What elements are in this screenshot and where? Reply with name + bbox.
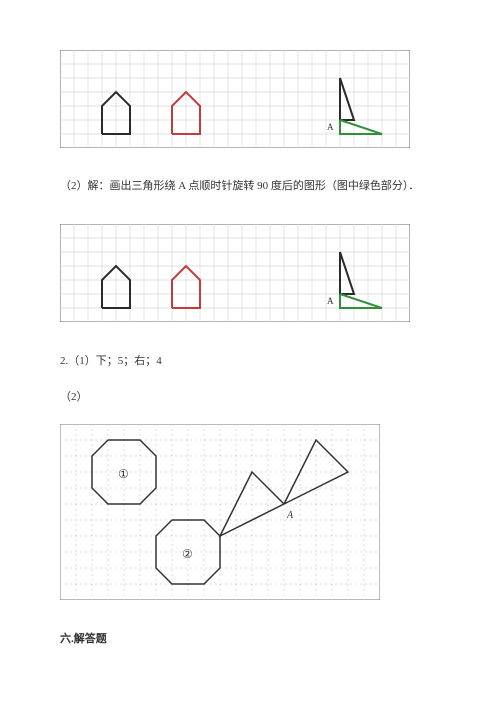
label-a-2: A — [327, 296, 334, 306]
section-heading: 六.解答题 — [60, 630, 440, 646]
answer-line-2: （2） — [60, 388, 440, 404]
label-a-1: A — [327, 122, 334, 132]
figure-1: A — [60, 50, 410, 148]
label-a-3: A — [286, 510, 294, 521]
figure-2: A — [60, 224, 410, 322]
octagon-1-label: ① — [118, 467, 129, 481]
answer-line-1: 2.（1）下；5；右；4 — [60, 352, 440, 368]
caption-1: （2）解：画出三角形绕 A 点顺时针旋转 90 度后的图形（图中绿色部分）． — [60, 178, 440, 196]
octagon-2-label: ② — [182, 547, 193, 561]
figure-3: ① ② A — [60, 424, 380, 600]
